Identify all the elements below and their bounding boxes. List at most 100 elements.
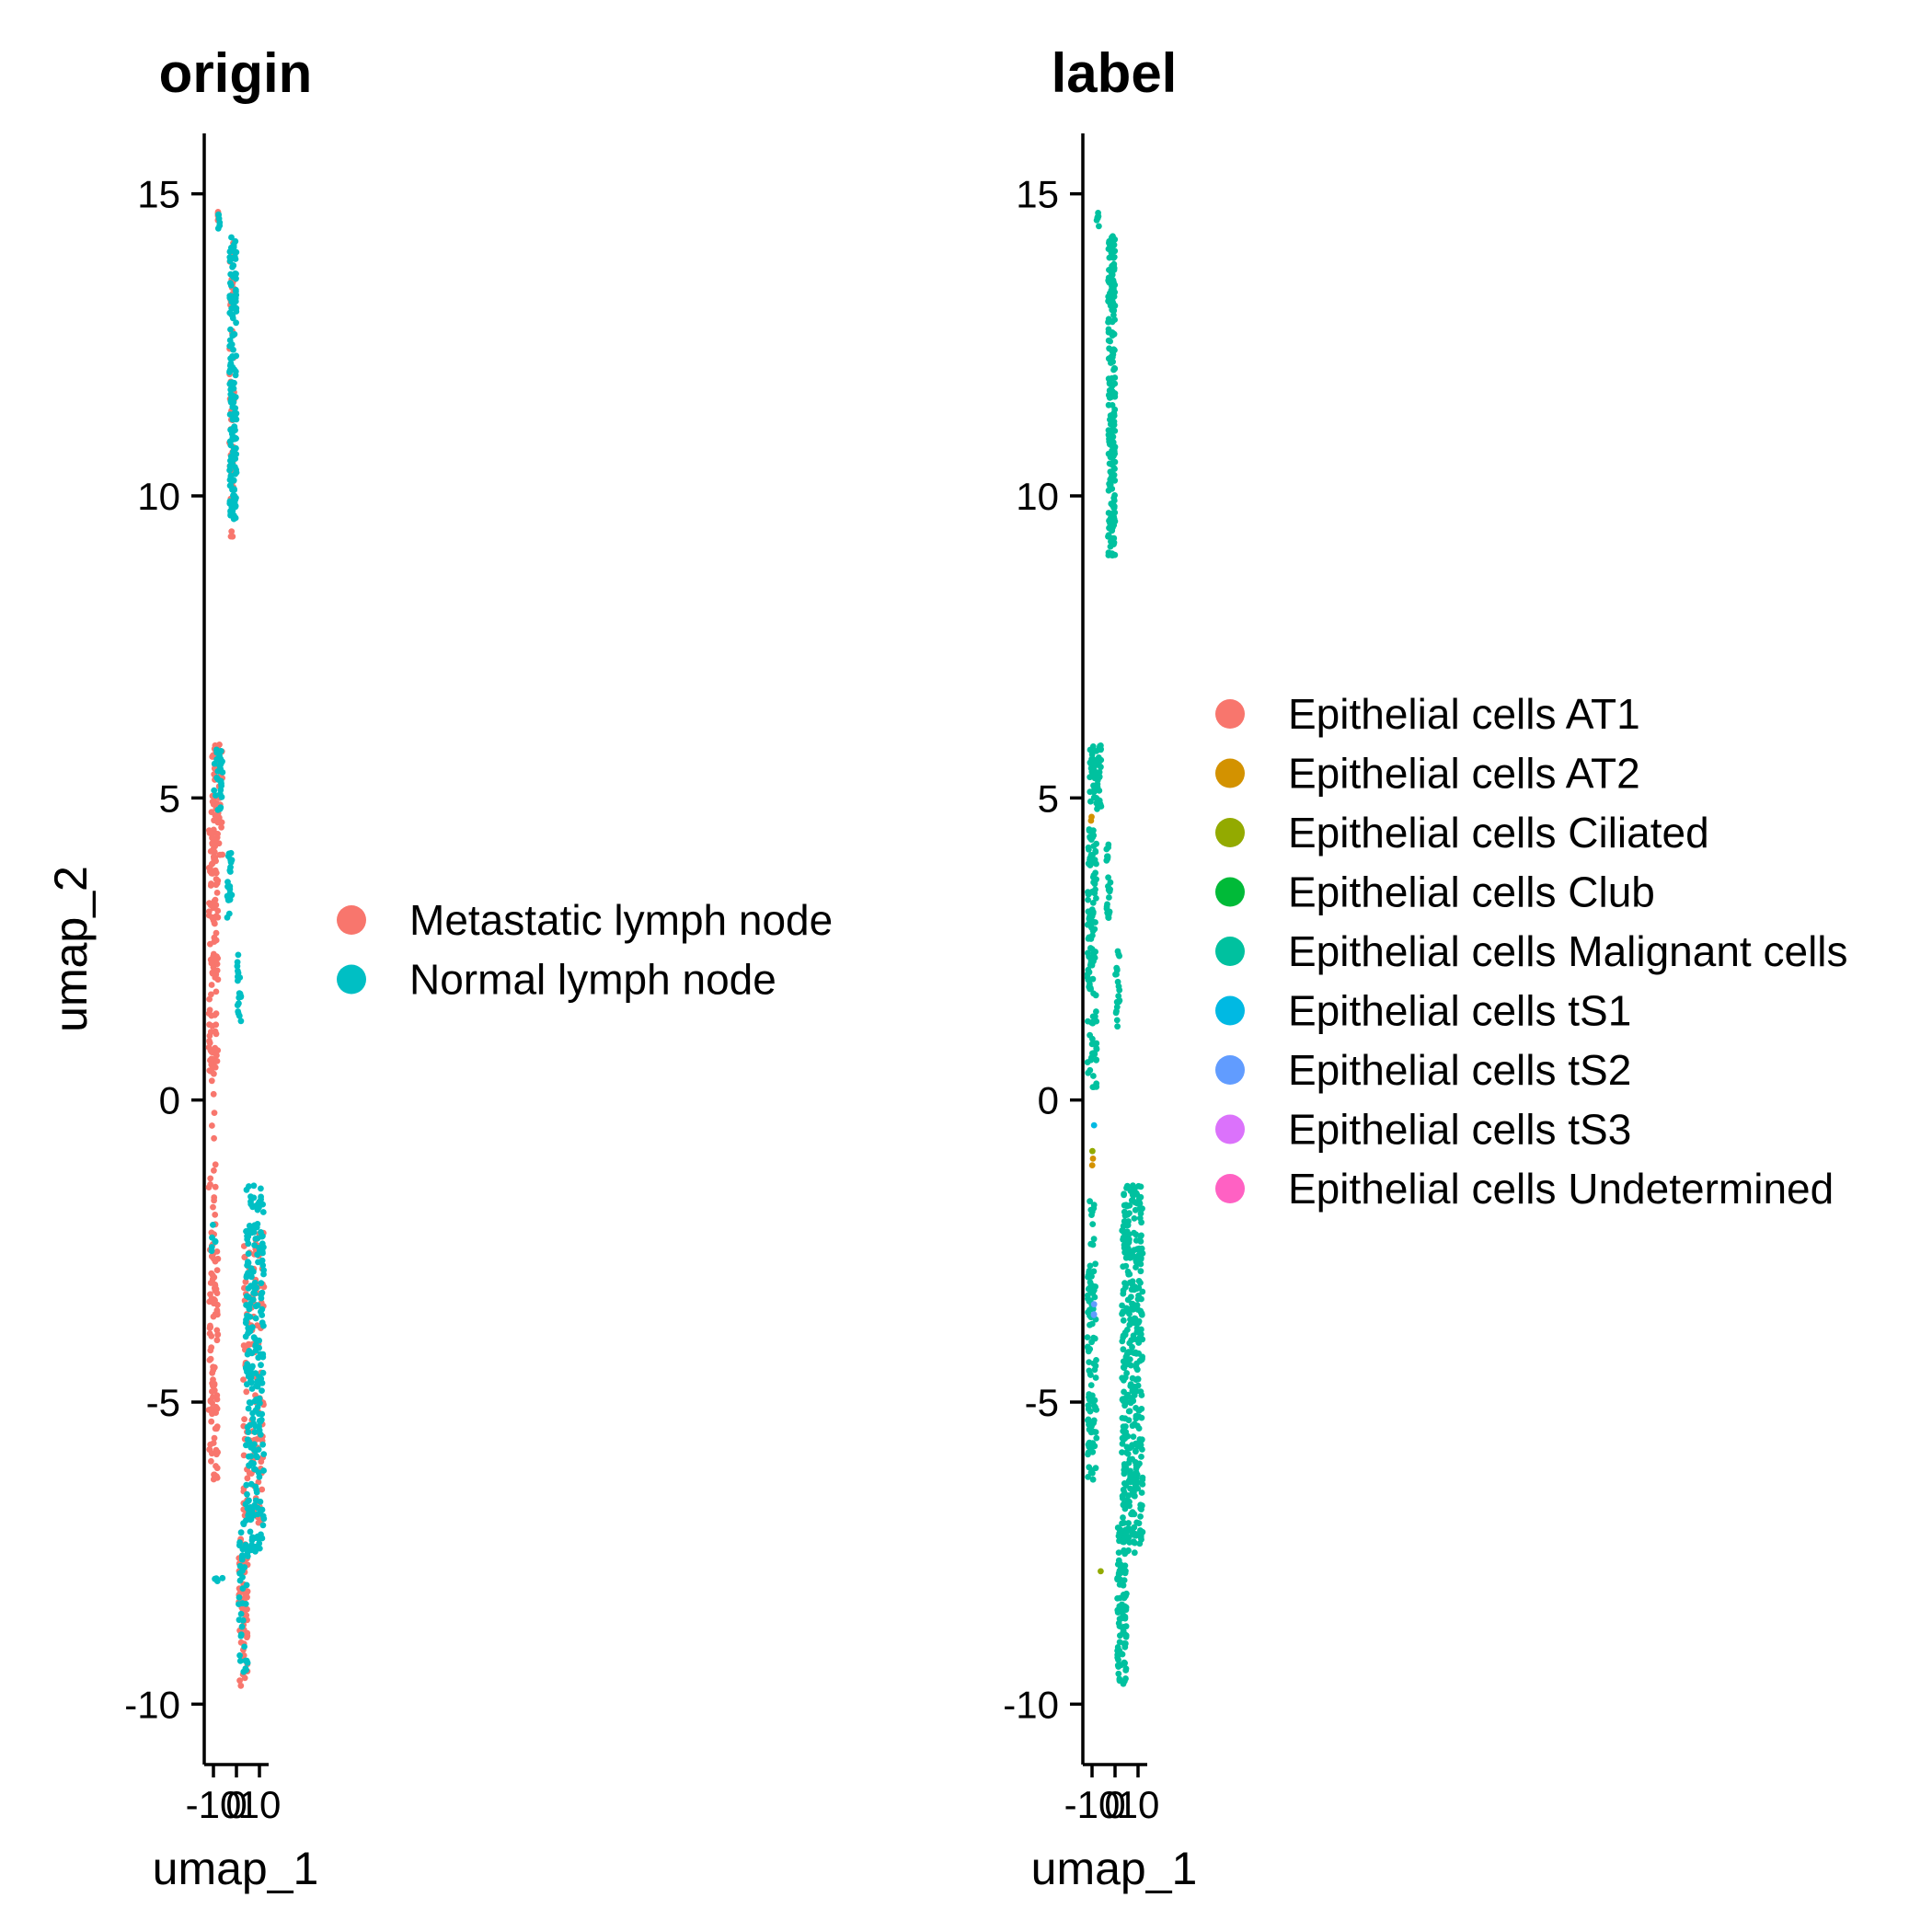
data-point bbox=[213, 834, 221, 841]
data-point bbox=[1085, 1474, 1091, 1480]
data-point bbox=[1133, 1264, 1139, 1271]
data-point bbox=[246, 1399, 253, 1406]
data-point bbox=[259, 1312, 266, 1318]
data-point bbox=[245, 1270, 251, 1277]
data-point bbox=[1087, 817, 1095, 824]
data-point bbox=[214, 1047, 222, 1054]
data-point bbox=[1138, 1326, 1144, 1333]
y-tick-label: -5 bbox=[1025, 1381, 1059, 1424]
data-point bbox=[1120, 1287, 1127, 1294]
data-point bbox=[1086, 1268, 1093, 1274]
data-point bbox=[210, 1222, 216, 1228]
legend-label: Epithelial cells Malignant cells bbox=[1288, 927, 1848, 975]
data-point bbox=[1126, 1456, 1133, 1463]
data-point bbox=[245, 1429, 252, 1435]
data-point bbox=[1116, 952, 1122, 960]
data-point bbox=[251, 1429, 259, 1435]
data-point bbox=[213, 1578, 221, 1584]
data-point bbox=[1125, 1520, 1132, 1526]
data-point bbox=[238, 1623, 246, 1630]
data-point bbox=[251, 1535, 259, 1541]
data-point bbox=[1111, 390, 1119, 397]
data-point bbox=[209, 1272, 216, 1279]
data-point bbox=[243, 1302, 249, 1308]
data-point bbox=[227, 508, 234, 514]
data-point bbox=[243, 1228, 249, 1235]
data-point bbox=[259, 1209, 267, 1215]
data-point bbox=[1139, 1353, 1145, 1361]
legend-swatch bbox=[1215, 699, 1245, 729]
data-point bbox=[1126, 1356, 1133, 1363]
data-point bbox=[212, 920, 218, 927]
data-point bbox=[1120, 1625, 1126, 1632]
data-point bbox=[213, 1267, 221, 1273]
data-point bbox=[1124, 1450, 1132, 1457]
data-point bbox=[237, 1610, 245, 1617]
data-point bbox=[256, 1427, 263, 1433]
data-point bbox=[213, 749, 221, 756]
data-point bbox=[244, 1605, 250, 1613]
data-point bbox=[1125, 1271, 1133, 1278]
data-point bbox=[1087, 1262, 1094, 1270]
data-point bbox=[247, 1516, 254, 1524]
data-point bbox=[1134, 1375, 1142, 1383]
legend-swatch bbox=[1215, 1174, 1245, 1203]
data-point bbox=[1114, 1647, 1121, 1654]
data-points bbox=[205, 209, 268, 1689]
data-point bbox=[1087, 985, 1094, 993]
data-point bbox=[1108, 500, 1115, 507]
data-point bbox=[226, 867, 234, 874]
data-point bbox=[1136, 1200, 1144, 1207]
data-point bbox=[1108, 511, 1115, 517]
data-point bbox=[258, 1185, 264, 1192]
data-point bbox=[1110, 539, 1118, 546]
data-point bbox=[1115, 1670, 1122, 1677]
data-point bbox=[1105, 293, 1112, 300]
data-point bbox=[1087, 981, 1093, 988]
data-point bbox=[1132, 1471, 1139, 1478]
data-point bbox=[249, 1296, 257, 1304]
data-point bbox=[1088, 1162, 1096, 1168]
data-point bbox=[252, 1548, 259, 1555]
data-point bbox=[1119, 1397, 1126, 1403]
data-point bbox=[210, 1090, 217, 1098]
data-point bbox=[244, 1475, 251, 1482]
data-point bbox=[211, 829, 218, 836]
data-point bbox=[235, 951, 242, 959]
data-point bbox=[1113, 998, 1121, 1006]
data-point bbox=[1093, 895, 1099, 902]
data-point bbox=[1089, 1221, 1097, 1227]
data-point bbox=[1114, 1609, 1121, 1616]
data-point bbox=[213, 792, 219, 799]
data-point bbox=[239, 1568, 246, 1574]
data-point bbox=[1135, 1425, 1143, 1432]
data-point bbox=[1093, 1434, 1100, 1442]
data-point bbox=[243, 1481, 250, 1489]
data-point bbox=[259, 1441, 266, 1448]
data-point bbox=[1131, 1247, 1138, 1254]
data-point bbox=[1090, 1121, 1098, 1129]
data-point bbox=[1131, 1186, 1138, 1192]
data-point bbox=[1127, 1279, 1133, 1286]
data-point bbox=[1119, 1495, 1126, 1501]
data-point bbox=[207, 1175, 214, 1182]
data-point bbox=[211, 1300, 217, 1307]
data-point bbox=[1138, 1454, 1144, 1460]
data-point bbox=[260, 1451, 268, 1457]
data-point bbox=[233, 416, 240, 423]
data-point bbox=[213, 857, 220, 865]
data-point bbox=[253, 1284, 260, 1292]
data-point bbox=[1105, 914, 1112, 921]
data-point bbox=[1134, 1306, 1142, 1313]
data-point bbox=[229, 264, 236, 270]
data-point bbox=[231, 423, 238, 431]
data-point bbox=[224, 914, 231, 921]
data-point bbox=[1123, 1443, 1131, 1451]
data-point bbox=[225, 850, 233, 857]
data-point bbox=[252, 1342, 259, 1350]
data-point bbox=[213, 1423, 221, 1431]
data-point bbox=[1130, 1532, 1137, 1538]
data-point bbox=[231, 330, 238, 338]
